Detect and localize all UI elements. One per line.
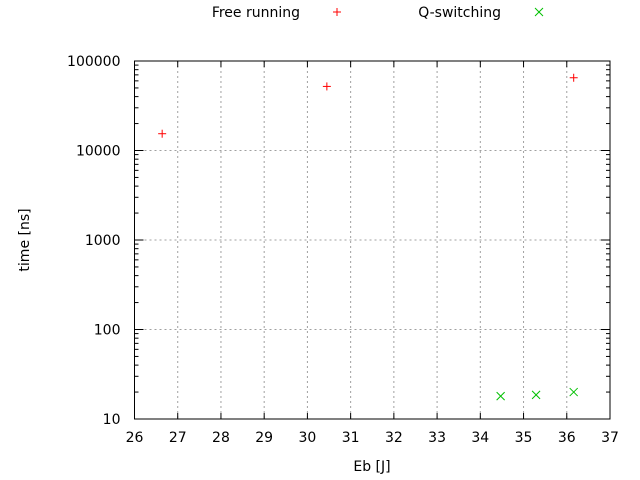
q-switching-point <box>496 391 505 401</box>
free-running-point <box>322 82 331 91</box>
x-tick-label: 26 <box>126 430 144 446</box>
legend-marker-free-running <box>333 8 341 16</box>
grid <box>134 61 610 419</box>
x-tick-label: 29 <box>255 430 273 446</box>
x-tick-label: 35 <box>515 430 533 446</box>
y-tick-label: 100000 <box>67 54 120 70</box>
x-tick-label: 33 <box>428 430 446 446</box>
x-tick-label: 34 <box>471 430 489 446</box>
x-axis-label: Eb [J] <box>353 459 390 475</box>
y-tick-labels: 10 100 1000 10000 100000 <box>67 54 120 428</box>
q-switching-point <box>569 387 579 397</box>
legend-label-free-running: Free running <box>212 5 300 21</box>
x-tick-label: 28 <box>212 430 230 446</box>
plot-border <box>134 60 611 420</box>
x-tick-label: 37 <box>601 430 619 446</box>
y-tick-label: 10000 <box>76 144 121 160</box>
x-tick-labels: 26 27 28 29 30 31 32 33 34 35 36 37 <box>126 430 619 446</box>
y-tick-label: 1000 <box>85 233 121 249</box>
x-tick-label: 31 <box>342 430 360 446</box>
x-tick-label: 36 <box>558 430 576 446</box>
legend-label-q-switching: Q-switching <box>418 5 501 21</box>
legend-marker-q-switching <box>534 7 544 17</box>
y-tick-label: 10 <box>103 412 121 428</box>
free-running-point <box>569 73 578 82</box>
free-running-point <box>158 129 167 138</box>
x-tick-label: 27 <box>169 430 187 446</box>
y-axis-label: time [ns] <box>17 208 33 271</box>
legend: Free running Q-switching <box>212 5 544 21</box>
x-tick-label: 32 <box>385 430 403 446</box>
data-points <box>158 73 579 401</box>
q-switching-point <box>531 390 541 400</box>
x-tick-label: 30 <box>298 430 316 446</box>
y-tick-label: 100 <box>94 323 121 339</box>
ticks <box>134 60 611 420</box>
